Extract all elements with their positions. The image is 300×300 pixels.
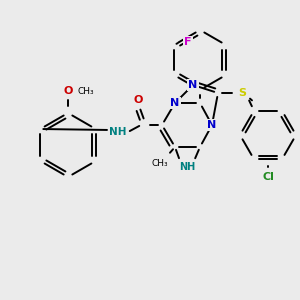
Text: N: N xyxy=(207,120,217,130)
Text: NH: NH xyxy=(179,162,195,172)
Text: O: O xyxy=(63,86,73,96)
Text: NH: NH xyxy=(109,127,127,137)
Text: N: N xyxy=(170,98,180,108)
Text: Cl: Cl xyxy=(262,172,274,182)
Text: O: O xyxy=(133,95,143,105)
Text: CH₃: CH₃ xyxy=(152,158,168,167)
Text: N: N xyxy=(188,80,198,90)
Text: CH₃: CH₃ xyxy=(78,86,94,95)
Text: N: N xyxy=(207,120,217,130)
Text: S: S xyxy=(238,88,246,98)
Text: F: F xyxy=(184,37,192,47)
